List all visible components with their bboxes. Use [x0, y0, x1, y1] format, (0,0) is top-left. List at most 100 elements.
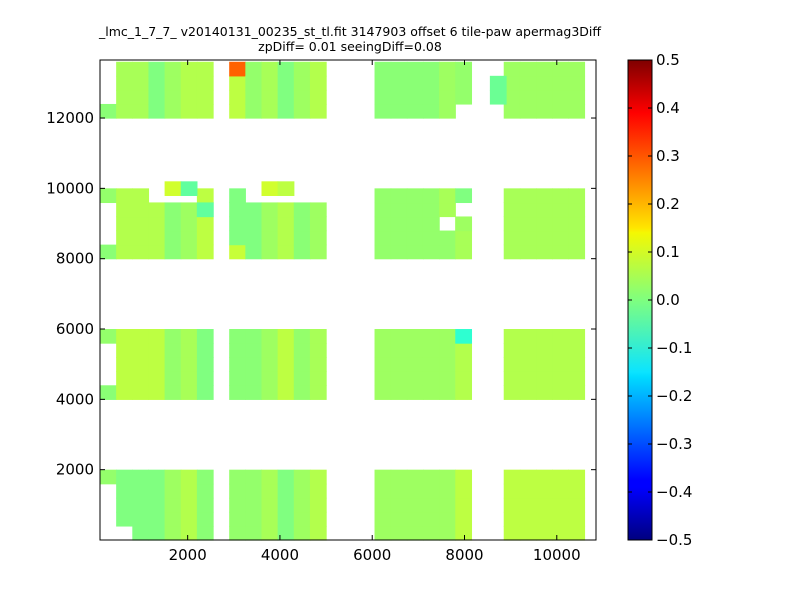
heatmap-cell	[277, 357, 295, 372]
heatmap-cell	[552, 244, 569, 260]
heatmap-cell	[180, 202, 198, 218]
heatmap-cell	[406, 511, 424, 527]
heatmap-cell	[406, 61, 424, 77]
heatmap-cell	[180, 525, 198, 541]
heatmap-cell	[196, 371, 214, 386]
heatmap-cell	[132, 343, 150, 358]
heatmap-cell	[422, 202, 440, 218]
y-tick-label: 4000	[56, 390, 94, 408]
heatmap-cell	[390, 371, 408, 386]
heatmap-cell	[132, 202, 150, 218]
heatmap-cell	[552, 511, 569, 527]
heatmap-cell	[293, 511, 311, 527]
heatmap-cell	[196, 357, 214, 372]
heatmap-cell	[293, 469, 311, 485]
heatmap-cell	[536, 511, 553, 527]
heatmap-cell	[116, 216, 133, 232]
heatmap-cell	[536, 371, 553, 386]
heatmap-cell	[536, 244, 553, 260]
heatmap-cell	[116, 188, 133, 204]
heatmap-cell	[116, 343, 133, 358]
heatmap-cell	[164, 244, 182, 260]
heatmap-cell	[116, 469, 133, 485]
heatmap-cell	[180, 385, 198, 400]
heatmap-cell	[374, 329, 392, 344]
heatmap-cell	[536, 103, 553, 119]
heatmap-cell	[422, 188, 440, 204]
heatmap-cell	[519, 483, 537, 499]
heatmap-cell	[293, 385, 311, 400]
heatmap-cell	[229, 89, 246, 105]
heatmap-cell	[180, 89, 198, 105]
heatmap-cell	[422, 61, 440, 77]
heatmap-cells	[100, 61, 586, 541]
heatmap-cell	[455, 188, 473, 204]
heatmap-cell	[229, 329, 246, 344]
heatmap-cell	[309, 89, 327, 105]
chart-title-line-2: zpDiff= 0.01 seeingDiff=0.08	[258, 39, 442, 54]
heatmap-cell	[406, 385, 424, 400]
heatmap-cell	[422, 216, 440, 232]
heatmap-cell	[374, 188, 392, 204]
heatmap-cell	[455, 75, 473, 91]
heatmap-cell	[374, 371, 392, 386]
heatmap-cell	[536, 61, 553, 77]
heatmap-cell	[164, 329, 182, 344]
heatmap-cell	[261, 371, 279, 386]
heatmap-cell	[309, 75, 327, 91]
heatmap-cell	[277, 329, 295, 344]
heatmap-cell	[309, 230, 327, 246]
heatmap-cell	[422, 89, 440, 105]
heatmap-cell	[439, 357, 456, 372]
heatmap-cell	[293, 371, 311, 386]
heatmap-cell	[568, 216, 586, 232]
heatmap-cell	[196, 343, 214, 358]
y-tick-label: 10000	[46, 179, 94, 197]
heatmap-cell	[180, 216, 198, 232]
heatmap-cell	[390, 357, 408, 372]
heatmap-cell	[519, 216, 537, 232]
heatmap-cell	[132, 385, 150, 400]
heatmap-cell	[503, 343, 521, 358]
axes-frame	[99, 59, 597, 541]
heatmap-cell	[245, 103, 263, 119]
colorbar-tick-label: −0.3	[656, 435, 692, 453]
heatmap-cell	[100, 188, 117, 204]
heatmap-cell	[406, 371, 424, 386]
heatmap-cell	[568, 230, 586, 246]
heatmap-cell	[568, 357, 586, 372]
heatmap-cell	[309, 371, 327, 386]
heatmap-cell	[132, 216, 150, 232]
heatmap-cell	[552, 61, 569, 77]
heatmap-cell	[568, 385, 586, 400]
heatmap-cell	[277, 371, 295, 386]
heatmap-cell	[180, 103, 198, 119]
heatmap-cell	[196, 497, 214, 513]
heatmap-cell	[455, 357, 473, 372]
heatmap-cell	[439, 371, 456, 386]
heatmap-cell	[229, 469, 246, 485]
heatmap-cell	[552, 385, 569, 400]
heatmap-cell	[552, 230, 569, 246]
heatmap-cell	[552, 371, 569, 386]
heatmap-cell	[568, 371, 586, 386]
heatmap-cell	[261, 181, 279, 196]
heatmap-cell	[100, 469, 117, 485]
heatmap-cell	[229, 230, 246, 246]
colorbar-tick-label: −0.4	[656, 483, 692, 501]
colorbar-tick-label: −0.5	[656, 531, 692, 549]
heatmap-cell	[390, 385, 408, 400]
heatmap-cell	[390, 497, 408, 513]
heatmap-cell	[374, 216, 392, 232]
heatmap-cell	[277, 216, 295, 232]
heatmap-cell	[519, 371, 537, 386]
heatmap-cell	[309, 329, 327, 344]
heatmap-cell	[374, 89, 392, 105]
heatmap-cell	[568, 75, 586, 91]
heatmap-cell	[568, 103, 586, 119]
heatmap-cell	[552, 483, 569, 499]
heatmap-cell	[116, 371, 133, 386]
x-tick-label: 2000	[169, 546, 207, 564]
heatmap-cell	[568, 244, 586, 260]
heatmap-cell	[245, 89, 263, 105]
